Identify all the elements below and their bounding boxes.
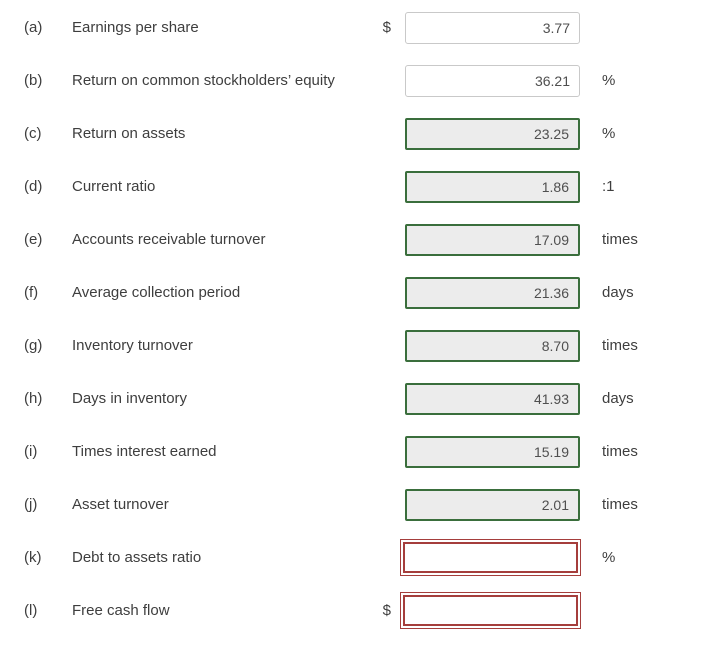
row-letter: (h) [24, 390, 43, 407]
unit-suffix: times [602, 443, 638, 460]
row-letter: (i) [24, 443, 38, 460]
error-input-border [400, 592, 581, 629]
answer-input-cell [400, 488, 590, 521]
answer-input[interactable] [403, 542, 578, 573]
currency-prefix: $ [382, 602, 391, 619]
unit-suffix: times [602, 496, 638, 513]
form-row: (b) Return on common stockholders’ equit… [0, 54, 719, 107]
row-label: Free cash flow [72, 602, 170, 619]
unit-suffix: % [602, 549, 616, 566]
answer-input [405, 170, 580, 203]
row-label: Debt to assets ratio [72, 549, 202, 566]
answer-input [405, 276, 580, 309]
form-row: (j) Asset turnover times [0, 478, 719, 531]
row-letter: (c) [24, 125, 42, 142]
unit-suffix: times [602, 231, 638, 248]
error-input-border [400, 539, 581, 576]
answer-input-cell [400, 592, 590, 629]
row-label: Days in inventory [72, 390, 188, 407]
row-label: Accounts receivable turnover [72, 231, 266, 248]
row-letter: (f) [24, 284, 39, 301]
form-row: (i) Times interest earned times [0, 425, 719, 478]
answer-input-cell [400, 539, 590, 576]
unit-suffix: :1 [602, 178, 615, 195]
answer-input [405, 329, 580, 362]
answer-input [405, 223, 580, 256]
form-row: (e) Accounts receivable turnover times [0, 213, 719, 266]
answer-input[interactable] [403, 595, 578, 626]
unit-suffix: % [602, 72, 616, 89]
row-label: Earnings per share [72, 19, 199, 36]
row-letter: (k) [24, 549, 42, 566]
row-letter: (e) [24, 231, 43, 248]
row-letter: (d) [24, 178, 43, 195]
unit-suffix: times [602, 337, 638, 354]
row-letter: (l) [24, 602, 38, 619]
answer-input-cell [400, 276, 590, 309]
row-label: Inventory turnover [72, 337, 193, 354]
row-label: Return on assets [72, 125, 186, 142]
row-letter: (b) [24, 72, 43, 89]
answer-input [405, 488, 580, 521]
row-label: Average collection period [72, 284, 241, 301]
answer-input-cell [400, 223, 590, 256]
answer-input [405, 435, 580, 468]
form-row: (h) Days in inventory days [0, 372, 719, 425]
form-row: (k) Debt to assets ratio % [0, 531, 719, 584]
answer-input-cell [400, 64, 590, 97]
form-row: (l) Free cash flow $ [0, 584, 719, 637]
answer-input-cell [400, 435, 590, 468]
row-label: Times interest earned [72, 443, 217, 460]
unit-suffix: days [602, 390, 634, 407]
answer-input-cell [400, 329, 590, 362]
form-row: (a) Earnings per share $ [0, 1, 719, 54]
row-label: Return on common stockholders’ equity [72, 72, 335, 89]
answer-input-cell [400, 11, 590, 44]
form-row: (d) Current ratio :1 [0, 160, 719, 213]
answer-input[interactable] [405, 64, 580, 97]
form-row: (c) Return on assets % [0, 107, 719, 160]
unit-suffix: % [602, 125, 616, 142]
answer-input [405, 117, 580, 150]
answer-input-cell [400, 117, 590, 150]
row-letter: (g) [24, 337, 43, 354]
unit-suffix: days [602, 284, 634, 301]
currency-prefix: $ [382, 19, 391, 36]
answer-input-cell [400, 382, 590, 415]
answer-input [405, 382, 580, 415]
answer-input-cell [400, 170, 590, 203]
form-row: (f) Average collection period days [0, 266, 719, 319]
row-label: Current ratio [72, 178, 156, 195]
row-letter: (a) [24, 19, 43, 36]
row-letter: (j) [24, 496, 38, 513]
answer-input[interactable] [405, 11, 580, 44]
row-label: Asset turnover [72, 496, 169, 513]
form-row: (g) Inventory turnover times [0, 319, 719, 372]
